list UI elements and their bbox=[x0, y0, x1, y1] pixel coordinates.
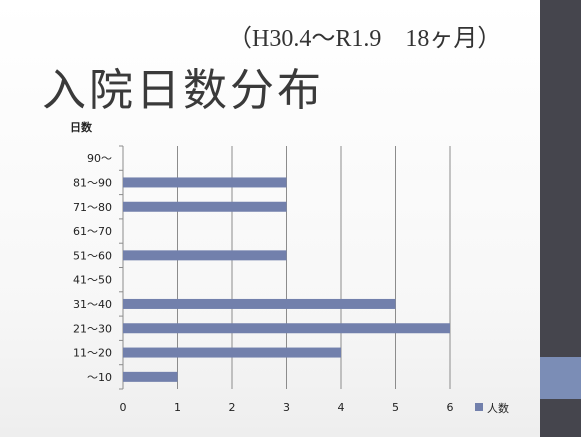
legend-swatch bbox=[475, 403, 483, 411]
y-tick-label: 41〜50 bbox=[73, 274, 112, 287]
slide-title: 入院日数分布 bbox=[42, 65, 324, 116]
x-tick-label: 3 bbox=[283, 401, 290, 414]
bar-31〜40 bbox=[123, 298, 396, 309]
y-axis-labels: 〜10 11〜20 21〜30 31〜40 41〜50 51〜60 61〜70 71〜80 81… bbox=[73, 152, 112, 384]
y-tick-label: 90〜 bbox=[87, 152, 112, 165]
legend: 人数 bbox=[475, 402, 509, 415]
y-tick-label: 71〜80 bbox=[73, 201, 112, 214]
y-axis-title: 日数 bbox=[70, 120, 93, 134]
legend-label: 人数 bbox=[487, 402, 509, 415]
y-tick-label: 〜10 bbox=[87, 371, 112, 384]
x-tick-label: 5 bbox=[392, 401, 399, 414]
x-tick-label: 4 bbox=[338, 401, 345, 414]
side-accent-block bbox=[540, 357, 581, 399]
bar-81〜90 bbox=[123, 177, 287, 188]
y-tick-label: 61〜70 bbox=[73, 225, 112, 238]
y-tick-label: 81〜90 bbox=[73, 176, 112, 189]
x-tick-label: 0 bbox=[120, 401, 127, 414]
x-tick-label: 2 bbox=[229, 401, 236, 414]
y-tick-label: 51〜60 bbox=[73, 249, 112, 262]
slide-subtitle: （H30.4〜R1.9 18ヶ月） bbox=[228, 26, 502, 52]
bar-21〜30 bbox=[123, 323, 450, 334]
x-axis-labels: 0 1 2 3 4 5 6 bbox=[120, 401, 454, 414]
y-tick-label: 11〜20 bbox=[73, 347, 112, 360]
bar-71〜80 bbox=[123, 201, 287, 212]
y-tick-label: 31〜40 bbox=[73, 298, 112, 311]
bar-51〜60 bbox=[123, 250, 287, 261]
y-tick-label: 21〜30 bbox=[73, 322, 112, 335]
bar-11〜20 bbox=[123, 347, 341, 358]
bar-〜10 bbox=[123, 371, 178, 382]
x-tick-label: 1 bbox=[174, 401, 181, 414]
x-tick-label: 6 bbox=[447, 401, 454, 414]
bars bbox=[123, 177, 450, 382]
